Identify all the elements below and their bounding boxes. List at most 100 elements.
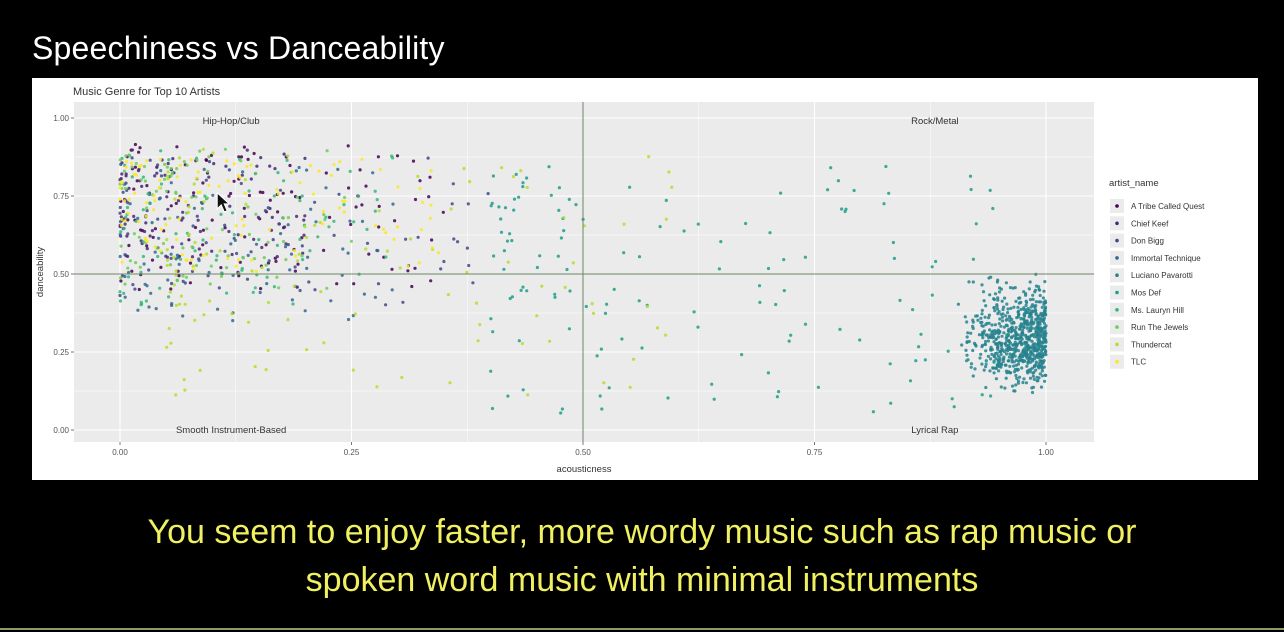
data-point	[126, 270, 131, 275]
data-point	[354, 205, 358, 209]
legend-key	[1115, 325, 1119, 329]
data-point	[153, 174, 157, 178]
data-point	[1005, 317, 1009, 321]
data-point	[274, 259, 278, 263]
data-point	[346, 144, 350, 148]
data-point	[343, 199, 347, 203]
data-point	[300, 194, 304, 198]
data-point	[956, 302, 961, 306]
data-point	[139, 163, 143, 167]
data-point	[202, 313, 206, 317]
data-point	[647, 155, 651, 159]
data-point	[1021, 349, 1026, 353]
data-point	[1032, 370, 1036, 374]
data-point	[166, 278, 170, 282]
data-point	[605, 302, 609, 306]
data-point	[502, 267, 506, 271]
data-point	[260, 266, 264, 270]
data-point	[717, 267, 722, 271]
data-point	[1000, 334, 1004, 338]
data-point	[1044, 338, 1048, 342]
data-point	[1024, 303, 1028, 307]
data-point	[323, 218, 327, 222]
data-point	[118, 211, 122, 215]
legend-label: Luciano Pavarotti	[1131, 271, 1193, 280]
data-point	[342, 203, 346, 207]
data-point	[993, 292, 998, 296]
data-point	[170, 245, 175, 249]
data-point	[289, 252, 294, 256]
data-point	[1032, 345, 1036, 349]
data-point	[446, 293, 450, 297]
data-point	[490, 406, 495, 411]
data-point	[123, 295, 127, 299]
data-point	[980, 343, 985, 347]
data-point	[977, 333, 982, 337]
data-point	[1042, 308, 1047, 312]
data-point	[766, 371, 771, 375]
data-point	[990, 323, 994, 327]
data-point	[209, 153, 214, 157]
data-point	[474, 301, 479, 305]
data-point	[373, 209, 377, 213]
data-point	[1033, 356, 1037, 361]
data-point	[1025, 364, 1029, 368]
data-point	[169, 256, 173, 260]
data-point	[979, 316, 983, 320]
data-point	[391, 202, 395, 206]
data-point	[1043, 305, 1048, 309]
data-point	[768, 231, 772, 235]
data-point	[140, 302, 144, 306]
data-point	[219, 274, 224, 278]
data-point	[130, 156, 134, 160]
data-point	[130, 148, 134, 152]
data-point	[378, 167, 383, 171]
data-point	[995, 351, 999, 355]
data-point	[303, 156, 307, 160]
data-point	[118, 293, 122, 298]
data-point	[584, 304, 588, 309]
data-point	[497, 205, 501, 209]
data-point	[264, 368, 268, 372]
data-point	[428, 175, 432, 179]
data-point	[1012, 389, 1016, 393]
data-point	[983, 315, 987, 319]
data-point	[188, 261, 193, 265]
data-point	[265, 275, 269, 279]
data-point	[127, 186, 131, 190]
data-point	[127, 153, 131, 157]
data-point	[202, 167, 206, 171]
legend-key	[1115, 359, 1119, 364]
data-point	[181, 274, 185, 278]
scatter-chart: Music Genre for Top 10 Artists Hip-Hop/C…	[35, 86, 1205, 475]
data-point	[983, 342, 987, 347]
data-point	[138, 265, 142, 269]
data-point	[450, 202, 454, 206]
data-point	[119, 180, 123, 184]
data-point	[590, 302, 594, 306]
data-point	[996, 347, 1000, 351]
data-point	[321, 209, 325, 213]
data-point	[996, 298, 1000, 302]
data-point	[852, 188, 856, 193]
data-point	[118, 186, 122, 190]
y-tick-label: 0.25	[53, 348, 69, 357]
data-point	[293, 265, 297, 269]
data-point	[451, 182, 455, 186]
data-point	[517, 339, 521, 343]
data-point	[969, 187, 973, 192]
data-point	[510, 295, 514, 299]
data-point	[364, 247, 368, 251]
data-point	[242, 224, 246, 228]
data-point	[170, 171, 174, 175]
data-point	[145, 247, 149, 251]
data-point	[275, 275, 279, 279]
data-point	[169, 166, 173, 171]
data-point	[984, 339, 988, 344]
data-point	[1005, 302, 1009, 306]
data-point	[158, 196, 162, 200]
data-point	[250, 258, 254, 262]
data-point	[217, 286, 221, 290]
data-point	[178, 196, 182, 200]
data-point	[343, 195, 347, 200]
